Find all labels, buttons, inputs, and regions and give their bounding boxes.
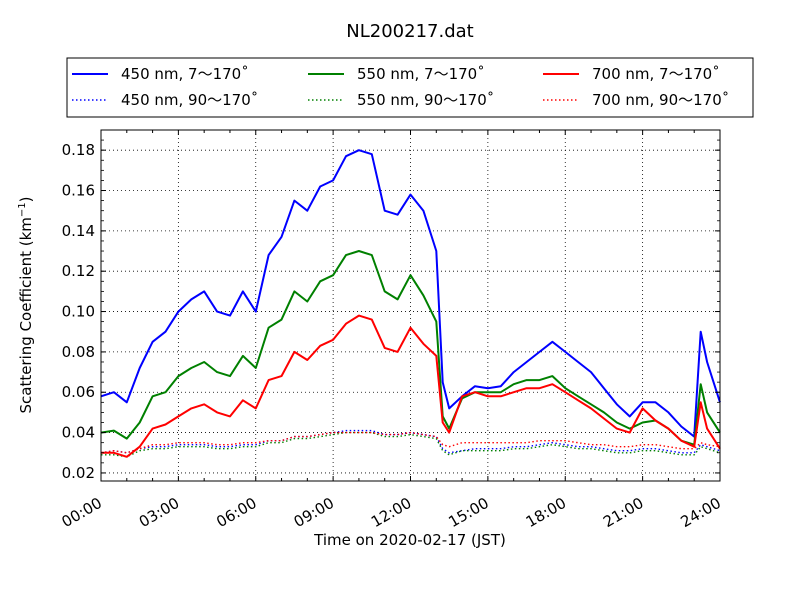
series-line — [100, 149, 721, 438]
legend-label: 450 nm, 90～170˚ — [121, 91, 258, 109]
x-tick-label: 03:00 — [136, 494, 182, 531]
y-tick-label: 0.12 — [62, 262, 95, 280]
axis-ticks — [100, 129, 721, 481]
legend-label: 450 nm, 7～170˚ — [121, 65, 249, 83]
y-axis-label: Scattering Coefficient (km−1) — [17, 196, 35, 413]
legend-box — [66, 57, 754, 118]
legend-label: 700 nm, 7～170˚ — [592, 65, 720, 83]
y-axis-label-close: ) — [17, 196, 35, 202]
series-line — [100, 429, 721, 454]
x-tick-label: 00:00 — [59, 494, 105, 531]
x-tick-label: 18:00 — [523, 494, 569, 531]
y-tick-label: 0.04 — [62, 424, 95, 442]
x-tick-label: 06:00 — [213, 494, 259, 531]
legend-label: 550 nm, 7～170˚ — [357, 65, 485, 83]
legend-label: 550 nm, 90～170˚ — [357, 91, 494, 109]
chart-title: NL200217.dat — [346, 21, 473, 42]
y-tick-label: 0.08 — [62, 343, 95, 361]
x-axis-tick-labels: 00:00 03:00 06:00 09:00 12:00 15:00 18:00 21:00… — [59, 494, 724, 531]
series-lines — [100, 149, 721, 458]
y-axis-label-text: Scattering Coefficient (km — [17, 217, 35, 413]
series-line — [101, 431, 721, 458]
x-tick-label: 12:00 — [368, 494, 414, 531]
legend: 450 nm, 7～170˚ 550 nm, 7～170˚ 700 nm, 7～17… — [66, 57, 754, 118]
x-axis-label: Time on 2020-02-17 (JST) — [313, 531, 506, 549]
y-tick-label: 0.10 — [62, 303, 95, 321]
x-tick-label: 24:00 — [678, 494, 724, 531]
y-tick-label: 0.14 — [62, 222, 95, 240]
series-line — [101, 314, 721, 458]
plot-area — [100, 129, 721, 482]
y-tick-label: 0.02 — [62, 464, 95, 482]
y-tick-label: 0.06 — [62, 383, 95, 401]
x-tick-label: 21:00 — [600, 494, 646, 531]
series-line — [100, 250, 721, 446]
y-axis-label-exponent: −1 — [17, 202, 28, 217]
y-axis-tick-labels: 0.02 0.04 0.06 0.08 0.10 0.12 0.14 0.16 0.18 — [62, 141, 95, 482]
y-tick-label: 0.16 — [62, 182, 95, 200]
legend-label: 700 nm, 90～170˚ — [592, 91, 729, 109]
series-line — [100, 431, 721, 454]
x-tick-label: 09:00 — [291, 494, 337, 531]
y-tick-label: 0.18 — [62, 141, 95, 159]
x-tick-label: 15:00 — [445, 494, 491, 531]
